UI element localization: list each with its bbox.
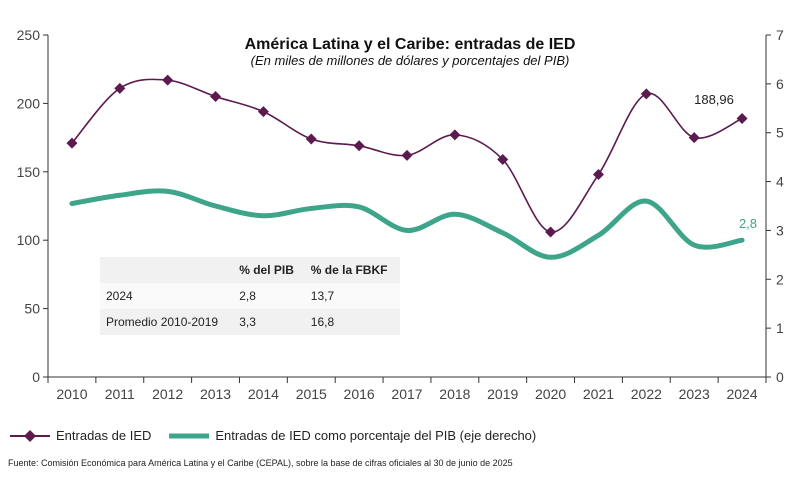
x-tick-label: 2020 <box>535 386 566 402</box>
chart-legend: Entradas de IED Entradas de IED como por… <box>10 428 554 443</box>
source-note: Fuente: Comisión Económica para América … <box>8 458 513 468</box>
line-icon <box>169 433 210 438</box>
x-tick-label: 2010 <box>56 386 87 402</box>
legend-item-pct: Entradas de IED como porcentaje del PIB … <box>169 428 536 443</box>
table-cell: 2024 <box>100 283 234 309</box>
ied-point-diamond <box>497 153 509 165</box>
legend-label: Entradas de IED <box>56 428 152 443</box>
x-tick-label: 2012 <box>152 386 183 402</box>
table-header-cell: % del PIB <box>233 257 305 283</box>
table-cell: 2,8 <box>233 283 305 309</box>
y-left-tick-label: 0 <box>32 369 40 385</box>
x-tick-label: 2013 <box>200 386 231 402</box>
table-header-cell <box>100 257 234 283</box>
ied-point-diamond <box>114 82 126 94</box>
table-header-row: % del PIB % de la FBKF <box>100 257 400 283</box>
ied-point-diamond <box>401 149 413 161</box>
x-tick-label: 2015 <box>296 386 327 402</box>
diamond-line-icon <box>10 429 50 442</box>
table-row: Promedio 2010-2019 3,3 16,8 <box>100 309 400 335</box>
table-cell: Promedio 2010-2019 <box>100 309 234 335</box>
ied-point-diamond <box>736 113 748 125</box>
y-left-tick-label: 100 <box>17 232 41 248</box>
x-tick-label: 2016 <box>344 386 375 402</box>
series-pct <box>69 188 745 260</box>
axes: 0 50 100 150 200 250 0 1 2 3 4 5 6 7 2010 2011 2012 2013 2… <box>17 27 784 402</box>
chart-subtitle: (En miles de millones de dólares y porce… <box>251 53 570 68</box>
ied-point-diamond <box>449 129 461 141</box>
y-left-tick-label: 150 <box>17 164 41 180</box>
x-tick-label: 2017 <box>391 386 422 402</box>
y-left-tick-label: 250 <box>17 27 41 43</box>
ied-point-diamond <box>545 226 557 238</box>
x-tick-label: 2022 <box>631 386 662 402</box>
pct-last-label: 2,8 <box>739 216 757 231</box>
y-right-tick-label: 3 <box>776 222 784 238</box>
pct-series-line <box>69 188 745 260</box>
series-ied <box>66 74 748 238</box>
x-tick-label: 2023 <box>679 386 710 402</box>
legend-item-ied: Entradas de IED <box>10 428 151 443</box>
y-right-tick-label: 6 <box>776 76 784 92</box>
x-tick-label: 2021 <box>583 386 614 402</box>
ied-point-diamond <box>66 137 78 149</box>
y-right-tick-label: 4 <box>776 174 784 190</box>
y-right-tick-label: 2 <box>776 271 784 287</box>
x-tick-label: 2014 <box>248 386 279 402</box>
y-right-tick-label: 0 <box>776 369 784 385</box>
table-cell: 3,3 <box>233 309 305 335</box>
summary-table: % del PIB % de la FBKF 2024 2,8 13,7 Pro… <box>100 257 400 335</box>
ied-point-diamond <box>592 169 604 181</box>
x-tick-label: 2018 <box>439 386 470 402</box>
y-right-tick-label: 5 <box>776 125 784 141</box>
y-left-tick-label: 50 <box>24 301 40 317</box>
table-cell: 13,7 <box>304 283 400 309</box>
x-tick-label: 2019 <box>487 386 518 402</box>
x-tick-label: 2024 <box>726 386 757 402</box>
ied-point-diamond <box>162 74 174 86</box>
y-left-tick-label: 200 <box>17 95 41 111</box>
ied-point-diamond <box>257 106 269 118</box>
data-labels: 188,96 2,8 <box>694 92 757 231</box>
ied-point-diamond <box>353 140 365 152</box>
ied-point-diamond <box>305 133 317 145</box>
y-right-tick-label: 1 <box>776 320 784 336</box>
legend-label: Entradas de IED como porcentaje del PIB … <box>215 428 537 443</box>
table-header-cell: % de la FBKF <box>304 257 400 283</box>
ied-point-diamond <box>640 88 652 100</box>
y-right-tick-label: 7 <box>776 27 784 43</box>
table-row: 2024 2,8 13,7 <box>100 283 400 309</box>
x-tick-label: 2011 <box>105 386 135 402</box>
ied-point-diamond <box>210 91 222 103</box>
table-cell: 16,8 <box>304 309 400 335</box>
ied-point-diamond <box>688 132 700 144</box>
ied-series-line <box>71 78 743 233</box>
chart-title: América Latina y el Caribe: entradas de … <box>245 36 576 53</box>
ied-last-label: 188,96 <box>694 92 734 107</box>
